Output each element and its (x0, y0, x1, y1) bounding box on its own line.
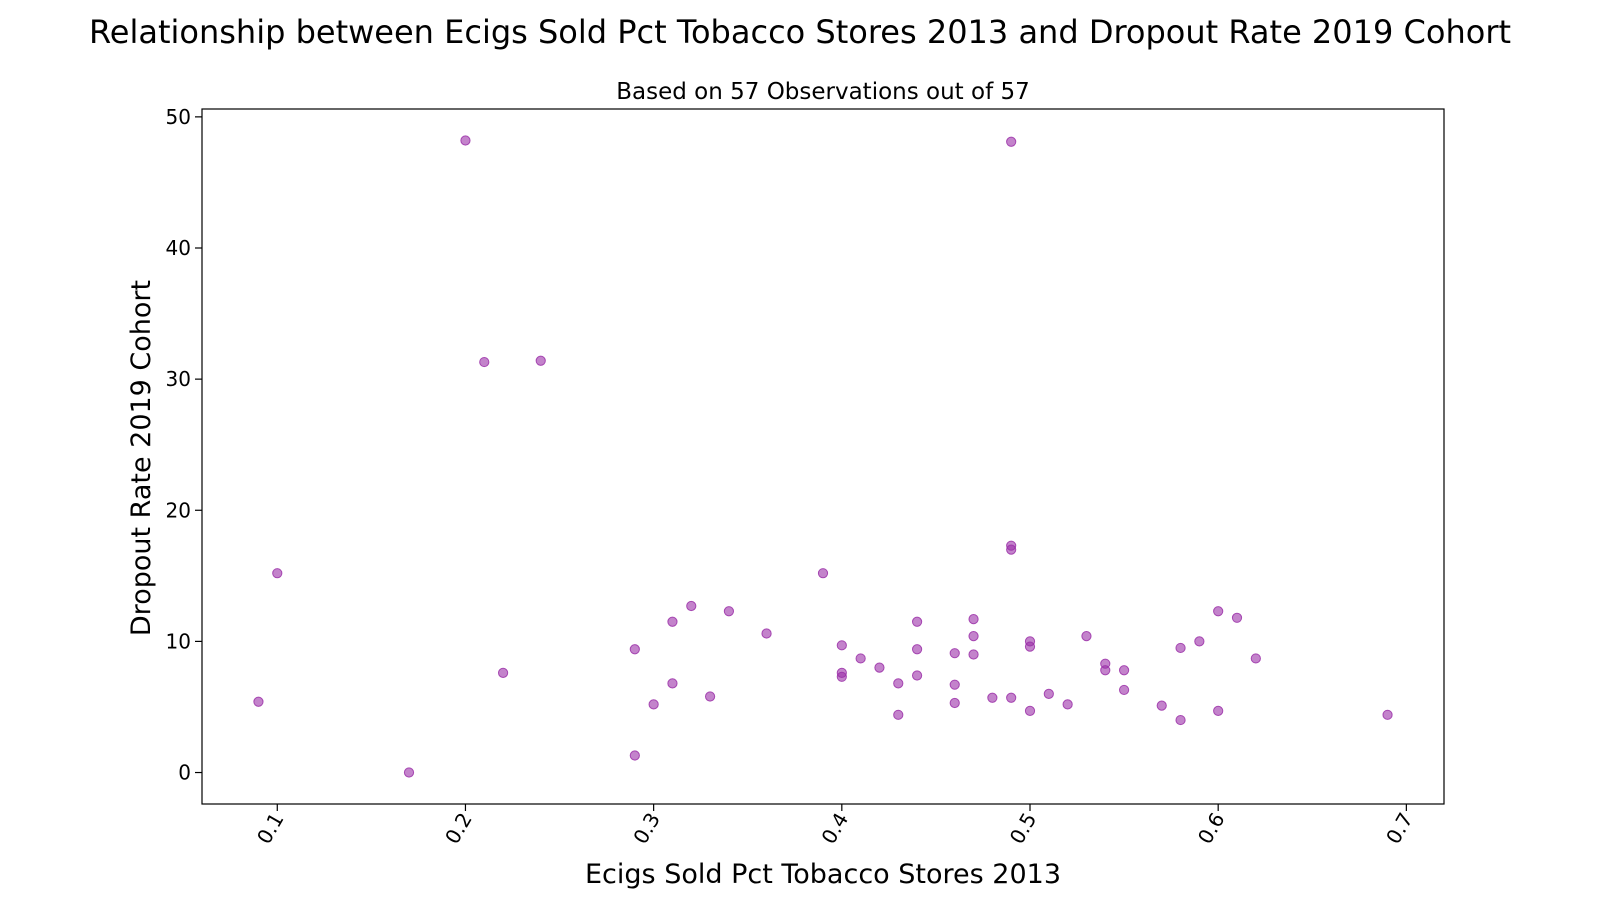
data-point (686, 600, 697, 612)
x-tick-label: 0.7 (1381, 809, 1418, 849)
data-point (1382, 709, 1393, 720)
data-point (460, 135, 471, 146)
data-point (403, 767, 415, 778)
x-tick-label: 0.2 (440, 809, 477, 849)
data-point (1081, 631, 1092, 642)
data-point (1006, 544, 1017, 555)
data-point (667, 616, 678, 627)
data-point (497, 667, 509, 678)
data-point (1250, 653, 1261, 664)
data-point (968, 631, 979, 642)
data-point (911, 616, 923, 627)
data-point (1231, 612, 1243, 623)
data-point (272, 568, 283, 579)
data-point (648, 699, 659, 710)
data-point (1156, 700, 1167, 711)
y-tick-label: 30 (166, 367, 191, 391)
points-layer (253, 135, 1393, 778)
data-point (893, 678, 904, 689)
data-point (874, 662, 885, 673)
data-point (836, 640, 847, 651)
data-point (723, 606, 735, 617)
x-tick-label: 0.6 (1193, 809, 1230, 849)
data-point (1062, 699, 1073, 710)
data-point (1213, 606, 1224, 617)
data-point (949, 679, 960, 690)
x-tick-label: 0.4 (816, 809, 853, 849)
data-point (817, 568, 829, 579)
data-point (704, 691, 716, 702)
x-axis-label: Ecigs Sold Pct Tobacco Stores 2013 (585, 859, 1061, 890)
x-tick-label: 0.1 (252, 809, 289, 849)
data-point (629, 644, 640, 655)
data-point (479, 356, 490, 368)
data-point (253, 696, 264, 707)
data-point (893, 709, 904, 720)
data-point (629, 750, 640, 761)
data-point (761, 628, 772, 639)
data-point (855, 653, 866, 664)
y-axis-ticks: 0 10 20 30 40 50 (166, 105, 202, 785)
data-point (1213, 705, 1224, 717)
data-point (1043, 688, 1054, 699)
data-point (1194, 636, 1205, 647)
plot-area-frame (201, 108, 1445, 805)
data-point (949, 648, 960, 659)
data-point (1024, 705, 1036, 717)
data-point (1118, 684, 1130, 696)
y-tick-label: 0 (178, 761, 191, 785)
data-point (1006, 136, 1017, 147)
data-point (836, 671, 847, 682)
y-tick-label: 50 (166, 105, 191, 129)
data-point (911, 644, 923, 655)
y-tick-label: 10 (166, 629, 191, 653)
y-tick-label: 40 (166, 236, 191, 260)
data-point (1006, 692, 1017, 703)
y-tick-label: 20 (166, 498, 191, 522)
chart-title: Relationship between Ecigs Sold Pct Toba… (89, 13, 1511, 51)
data-point (1175, 642, 1186, 654)
data-point (987, 692, 998, 703)
data-point (1024, 641, 1036, 652)
data-point (949, 697, 960, 709)
y-axis-label: Dropout Rate 2019 Cohort (126, 280, 157, 636)
data-point (1118, 665, 1130, 676)
data-point (1175, 714, 1186, 726)
x-axis-ticks: 0.1 0.2 0.3 0.4 0.5 0.6 0.7 (252, 804, 1418, 848)
data-point (667, 678, 678, 689)
data-point (1100, 665, 1111, 676)
chart-subtitle: Based on 57 Observations out of 57 (616, 79, 1030, 105)
data-point (535, 355, 546, 366)
data-point (968, 614, 979, 625)
data-point (911, 670, 923, 681)
x-tick-label: 0.3 (628, 809, 665, 849)
x-tick-label: 0.5 (1005, 809, 1042, 849)
data-point (968, 649, 979, 660)
